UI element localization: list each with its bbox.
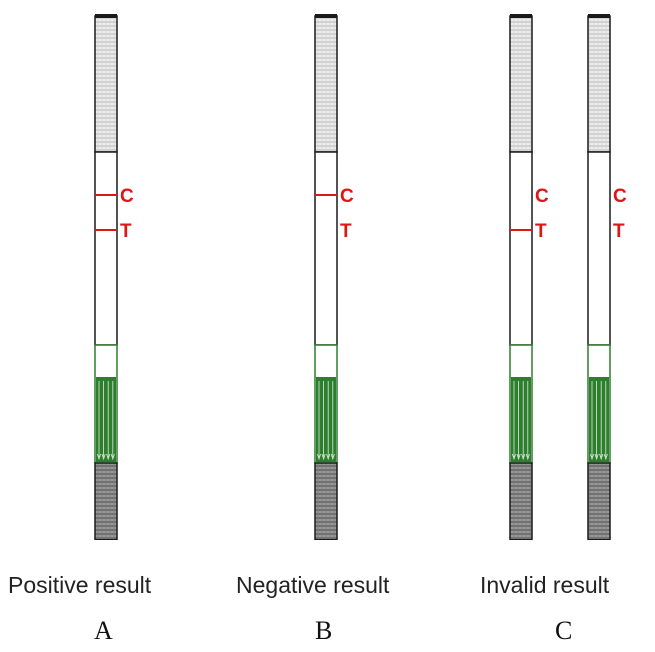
- control-mark-label: C: [340, 186, 354, 207]
- strip-bottom-cap: [588, 539, 610, 540]
- strip-sample-pad-fill: [316, 377, 336, 462]
- letter-a: A: [94, 616, 113, 645]
- test-mark-label: T: [340, 221, 352, 242]
- control-mark-label: C: [613, 186, 627, 207]
- strip-bottom-handle: [587, 462, 611, 540]
- strip-top-cap: [588, 14, 610, 18]
- strip-top-cap: [315, 14, 337, 18]
- strip-reading-window: [94, 151, 118, 346]
- test-strip: CT: [509, 14, 549, 540]
- strip-sample-pad-fill: [96, 377, 116, 462]
- strip-sample-pad-fill: [511, 377, 531, 462]
- strip-reading-window: [314, 151, 338, 346]
- flow-arrow-head: [326, 453, 331, 461]
- flow-arrow-head: [321, 453, 326, 461]
- strip-top-cap: [95, 14, 117, 18]
- test-mark-label: T: [535, 221, 547, 242]
- flow-arrow-head: [521, 453, 526, 461]
- flow-arrow-head: [106, 453, 111, 461]
- flow-arrow-head: [101, 453, 106, 461]
- test-mark-label: T: [120, 221, 132, 242]
- strip-bottom-handle: [509, 462, 533, 540]
- control-mark-label: C: [535, 186, 549, 207]
- test-strip: CT: [587, 14, 627, 540]
- flow-arrow-head: [590, 453, 594, 461]
- strip-reading-window: [509, 151, 533, 346]
- flow-arrow-head: [594, 453, 599, 461]
- strip-bottom-handle: [314, 462, 338, 540]
- strip-bottom-handle: [94, 462, 118, 540]
- strip-top-pad: [587, 15, 611, 153]
- strip-top-cap: [510, 14, 532, 18]
- strip-top-pad: [94, 15, 118, 153]
- flow-arrow-head: [512, 453, 516, 461]
- flow-arrow-head: [97, 453, 101, 461]
- caption-negative-result: Negative result: [236, 572, 390, 598]
- strip-bottom-cap: [510, 539, 532, 540]
- test-strip: CT: [314, 14, 354, 540]
- caption-invalid-result: Invalid result: [480, 572, 610, 598]
- flow-arrow-head: [317, 453, 321, 461]
- flow-arrow-head: [599, 453, 604, 461]
- flow-arrow-head: [516, 453, 521, 461]
- strip-bottom-cap: [315, 539, 337, 540]
- flow-arrow-head: [330, 453, 335, 461]
- flow-arrow-head: [603, 453, 608, 461]
- flow-arrow-head: [110, 453, 115, 461]
- control-mark-label: C: [120, 186, 134, 207]
- test-mark-label: T: [613, 221, 625, 242]
- strip-top-pad: [509, 15, 533, 153]
- caption-positive-result: Positive result: [8, 572, 152, 598]
- test-strip: CT: [94, 14, 134, 540]
- strip-top-pad: [314, 15, 338, 153]
- strip-bottom-cap: [95, 539, 117, 540]
- strip-reading-window: [587, 151, 611, 346]
- flow-arrow-head: [525, 453, 530, 461]
- letter-c: C: [555, 616, 573, 645]
- letter-b: B: [315, 616, 333, 645]
- strip-sample-pad-fill: [589, 377, 609, 462]
